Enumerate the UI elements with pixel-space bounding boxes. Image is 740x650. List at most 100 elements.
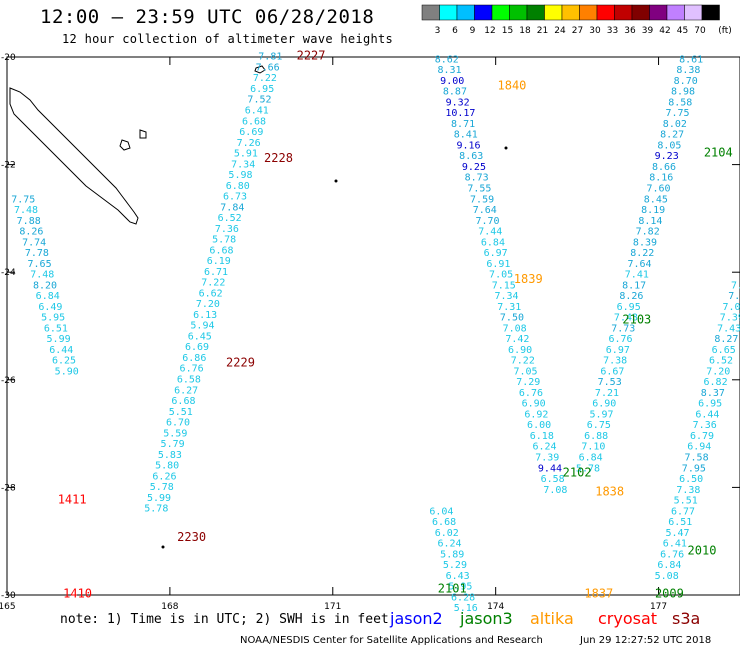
wave-height-value: 6.02 <box>435 528 459 539</box>
wave-height-value: 6.58 <box>177 374 201 385</box>
wave-height-value: 7.74 <box>22 237 46 248</box>
wave-height-value: 7.20 <box>196 299 220 310</box>
wave-height-value: 7.75 <box>666 108 690 119</box>
wave-height-value: 5.16 <box>454 603 478 614</box>
wave-height-value: 5.29 <box>443 560 467 571</box>
wave-height-value: 5.51 <box>169 407 193 418</box>
wave-height-value: 8.31 <box>437 65 461 76</box>
wave-height-value: 7.21 <box>595 388 619 399</box>
wave-height-value: 7.66 <box>256 62 280 73</box>
wave-height-value: 9.16 <box>456 140 480 151</box>
legend-swatch <box>491 4 510 21</box>
wave-height-value: 6.18 <box>530 431 554 442</box>
legend-swatch <box>631 4 650 21</box>
wave-height-value: 5.83 <box>158 450 182 461</box>
lon-label: 168 <box>161 602 178 612</box>
wave-height-value: 7.44 <box>478 227 502 238</box>
wave-height-value: 8.63 <box>459 151 483 162</box>
wave-height-value: 8.17 <box>622 280 646 291</box>
wave-height-value: 8.27 <box>660 130 684 141</box>
wave-height-value: 7.08 <box>543 485 567 496</box>
wave-height-value: 7.39 <box>720 313 740 324</box>
wave-height-value: 5.94 <box>190 321 214 332</box>
legend-tick-label: 42 <box>659 26 670 36</box>
wave-height-value: 5.51 <box>674 496 698 507</box>
legend-tick-label: 15 <box>502 26 513 36</box>
wave-height-value: 7.15 <box>492 280 516 291</box>
pass-time-label: 2009 <box>655 587 684 601</box>
legend-swatch <box>474 4 493 21</box>
legend-swatch <box>526 4 545 21</box>
pass-time-label: 2230 <box>177 530 206 544</box>
wave-height-value: 8.02 <box>663 119 687 130</box>
legend-swatch <box>614 4 633 21</box>
wave-height-value: 5.98 <box>228 170 252 181</box>
wave-height-value: 6.92 <box>524 409 548 420</box>
wave-height-value: 6.52 <box>709 356 733 367</box>
wave-height-value: 8.58 <box>668 97 692 108</box>
wave-height-value: 6.43 <box>446 571 470 582</box>
wave-height-value: 8.16 <box>649 173 673 184</box>
legend-unit: (ft) <box>718 26 732 36</box>
lat-label: -30 <box>1 591 16 601</box>
wave-height-value: 6.51 <box>668 517 692 528</box>
wave-height-value: 8.41 <box>454 130 478 141</box>
legend-swatch <box>561 4 580 21</box>
wave-height-value: 7.05 <box>513 366 537 377</box>
wave-height-value: 6.49 <box>38 302 62 313</box>
wave-height-value: 5.99 <box>147 493 171 504</box>
wave-height-value: 7.73 <box>611 323 635 334</box>
wave-height-value: 6.44 <box>49 345 73 356</box>
pass-time-label: 1837 <box>584 587 613 601</box>
wave-height-value: 5.78 <box>144 504 168 515</box>
wave-height-value: 6.28 <box>451 592 475 603</box>
wave-height-value: 6.13 <box>193 310 217 321</box>
wave-height-value: 7.34 <box>231 159 255 170</box>
legend-swatch <box>509 4 528 21</box>
wave-height-value: 6.51 <box>44 323 68 334</box>
wave-height-value: 7.36 <box>693 420 717 431</box>
wave-height-value: 5.95 <box>448 582 472 593</box>
wave-height-value: 6.95 <box>250 84 274 95</box>
pass-time-label: 1838 <box>595 484 624 498</box>
wave-height-value: 7.31 <box>497 302 521 313</box>
wave-height-value: 9.25 <box>462 162 486 173</box>
wave-height-value: 8.45 <box>644 194 668 205</box>
altimeter-tracks: 7.817.667.226.957.526.416.686.697.265.91… <box>11 52 740 614</box>
wave-height-value: 6.71 <box>204 267 228 278</box>
legend-swatch <box>544 4 563 21</box>
wave-height-value: 8.26 <box>619 291 643 302</box>
satellite-name: cryosat <box>598 609 658 628</box>
small-islet-2 <box>334 179 338 183</box>
wave-height-value: 7.8 <box>728 291 740 302</box>
pass-time-label: 2010 <box>688 544 717 558</box>
wave-height-value: 7.10 <box>581 442 605 453</box>
wave-height-value: 6.67 <box>600 366 624 377</box>
small-islet-4 <box>161 545 165 549</box>
wave-height-value: 7.59 <box>470 194 494 205</box>
wave-height-value: 6.58 <box>541 474 565 485</box>
wave-height-value: 7.42 <box>505 334 529 345</box>
wave-height-value: 6.69 <box>185 342 209 353</box>
legend-tick-label: 3 <box>435 26 441 36</box>
wave-height-value: 5.97 <box>589 409 613 420</box>
wave-height-value: 7.75 <box>11 194 35 205</box>
wave-height-value: 8.05 <box>657 140 681 151</box>
wave-height-value: 7.43 <box>717 323 740 334</box>
lon-label: 174 <box>487 602 504 612</box>
lon-label: 177 <box>650 602 667 612</box>
wave-height-value: 7.22 <box>201 278 225 289</box>
wave-height-value: 8.14 <box>638 216 662 227</box>
wave-height-value: 6.76 <box>609 334 633 345</box>
wave-height-value: 7.58 <box>685 453 709 464</box>
wave-height-value: 5.79 <box>161 439 185 450</box>
wave-height-value: 7.29 <box>516 377 540 388</box>
wave-height-value: 5.99 <box>47 334 71 345</box>
wave-height-value: 7.53 <box>598 377 622 388</box>
lat-label: -20 <box>1 53 16 63</box>
map-subtitle: 12 hour collection of altimeter wave hei… <box>62 32 394 46</box>
wave-height-value: 7.48 <box>14 205 38 216</box>
pass-time-label: 2104 <box>704 146 733 160</box>
wave-height-value: 6.00 <box>527 420 551 431</box>
